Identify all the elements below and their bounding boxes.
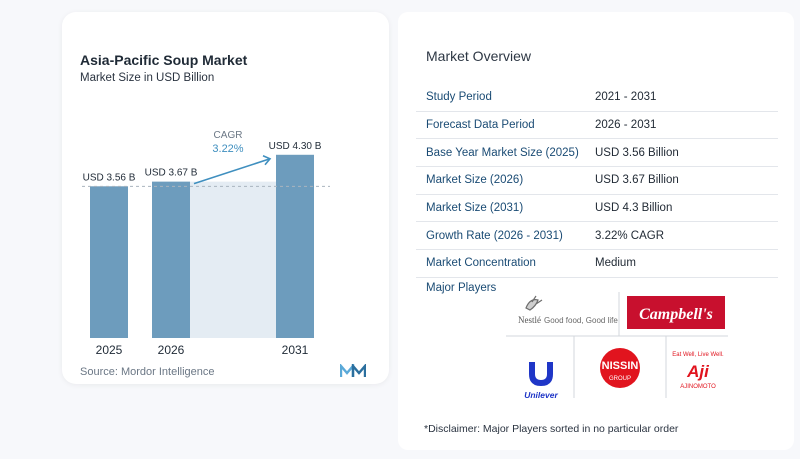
cagr-arrowhead bbox=[262, 155, 272, 166]
ajinomoto-name: AJINOMOTO bbox=[680, 384, 716, 390]
x-tick-label: 2025 bbox=[96, 343, 123, 357]
chart-card: USD 3.56 B USD 3.67 B USD 4.30 B 2025 2026 20… bbox=[62, 12, 389, 384]
nissin-name: NISSIN bbox=[602, 360, 639, 372]
cagr-label: CAGR bbox=[214, 130, 243, 141]
row-value: 2026 - 2031 bbox=[595, 119, 657, 132]
data-label: USD 4.30 B bbox=[269, 141, 322, 152]
bar bbox=[276, 154, 314, 338]
source-text: Source: Mordor Intelligence bbox=[80, 366, 215, 378]
bar bbox=[90, 186, 128, 338]
nestle-tagline: Good food, Good life bbox=[544, 316, 618, 325]
data-label: USD 3.67 B bbox=[145, 168, 198, 179]
market-overview-card: Market Overview Study Period 2021 - 2031 … bbox=[398, 12, 794, 450]
unilever-name: Unilever bbox=[524, 390, 558, 400]
table-row: Market Size (2026) USD 3.67 Billion bbox=[416, 167, 778, 195]
row-value: 3.22% CAGR bbox=[595, 229, 665, 242]
data-label: USD 3.56 B bbox=[83, 172, 136, 183]
row-value: USD 3.67 Billion bbox=[595, 174, 679, 187]
nestle-logo: Nestlé Good food, Good life bbox=[518, 295, 618, 325]
row-label: Market Size (2026) bbox=[426, 174, 524, 187]
row-value: Medium bbox=[595, 257, 636, 270]
row-label: Base Year Market Size (2025) bbox=[426, 146, 579, 159]
row-value: USD 3.56 Billion bbox=[595, 146, 679, 159]
ajinomoto-logo: Eat Well, Live Well. Aji AJINOMOTO bbox=[672, 352, 724, 390]
cagr-arrow bbox=[193, 158, 271, 185]
ajinomoto-mark: Aji bbox=[686, 362, 710, 381]
overview-title: Market Overview bbox=[426, 48, 532, 64]
nissin-logo: NISSIN GROUP bbox=[600, 348, 640, 388]
cagr-value: 3.22% bbox=[212, 143, 243, 155]
unilever-logo: Unilever bbox=[524, 362, 558, 400]
table-row: Market Concentration Medium bbox=[416, 250, 778, 278]
row-value: USD 4.3 Billion bbox=[595, 202, 673, 215]
growth-shade bbox=[190, 181, 276, 338]
x-tick-label: 2026 bbox=[158, 343, 185, 357]
major-players-logos: Nestlé Good food, Good life Campbell's U… bbox=[506, 292, 728, 400]
campbells-name: Campbell's bbox=[639, 306, 713, 323]
row-label: Market Size (2031) bbox=[426, 202, 524, 215]
x-tick-label: 2031 bbox=[282, 343, 309, 357]
row-label: Study Period bbox=[426, 91, 492, 104]
overview-table: Study Period 2021 - 2031 Forecast Data Pe… bbox=[416, 84, 778, 278]
bar-chart: USD 3.56 B USD 3.67 B USD 4.30 B 2025 2026 20… bbox=[82, 130, 330, 357]
ajinomoto-tagline: Eat Well, Live Well. bbox=[672, 352, 724, 358]
table-row: Base Year Market Size (2025) USD 3.56 Bil… bbox=[416, 139, 778, 168]
major-players-title: Major Players bbox=[426, 282, 497, 294]
table-row: Market Size (2031) USD 4.3 Billion bbox=[416, 195, 778, 223]
row-label: Market Concentration bbox=[426, 257, 536, 270]
row-label: Growth Rate (2026 - 2031) bbox=[426, 229, 563, 242]
campbells-logo: Campbell's bbox=[627, 296, 725, 329]
table-row: Study Period 2021 - 2031 bbox=[416, 84, 778, 112]
disclaimer-text: *Disclaimer: Major Players sorted in no … bbox=[424, 423, 679, 435]
nestle-name: Nestlé bbox=[518, 315, 541, 325]
bar bbox=[152, 181, 190, 338]
mordor-logo-icon bbox=[340, 364, 366, 377]
nissin-sub: GROUP bbox=[609, 376, 631, 382]
row-value: 2021 - 2031 bbox=[595, 91, 657, 104]
row-label: Forecast Data Period bbox=[426, 119, 535, 132]
table-row: Growth Rate (2026 - 2031) 3.22% CAGR bbox=[416, 222, 778, 251]
table-row: Forecast Data Period 2026 - 2031 bbox=[416, 112, 778, 140]
chart-title: Asia-Pacific Soup Market bbox=[80, 52, 248, 68]
chart-subtitle: Market Size in USD Billion bbox=[80, 72, 215, 84]
